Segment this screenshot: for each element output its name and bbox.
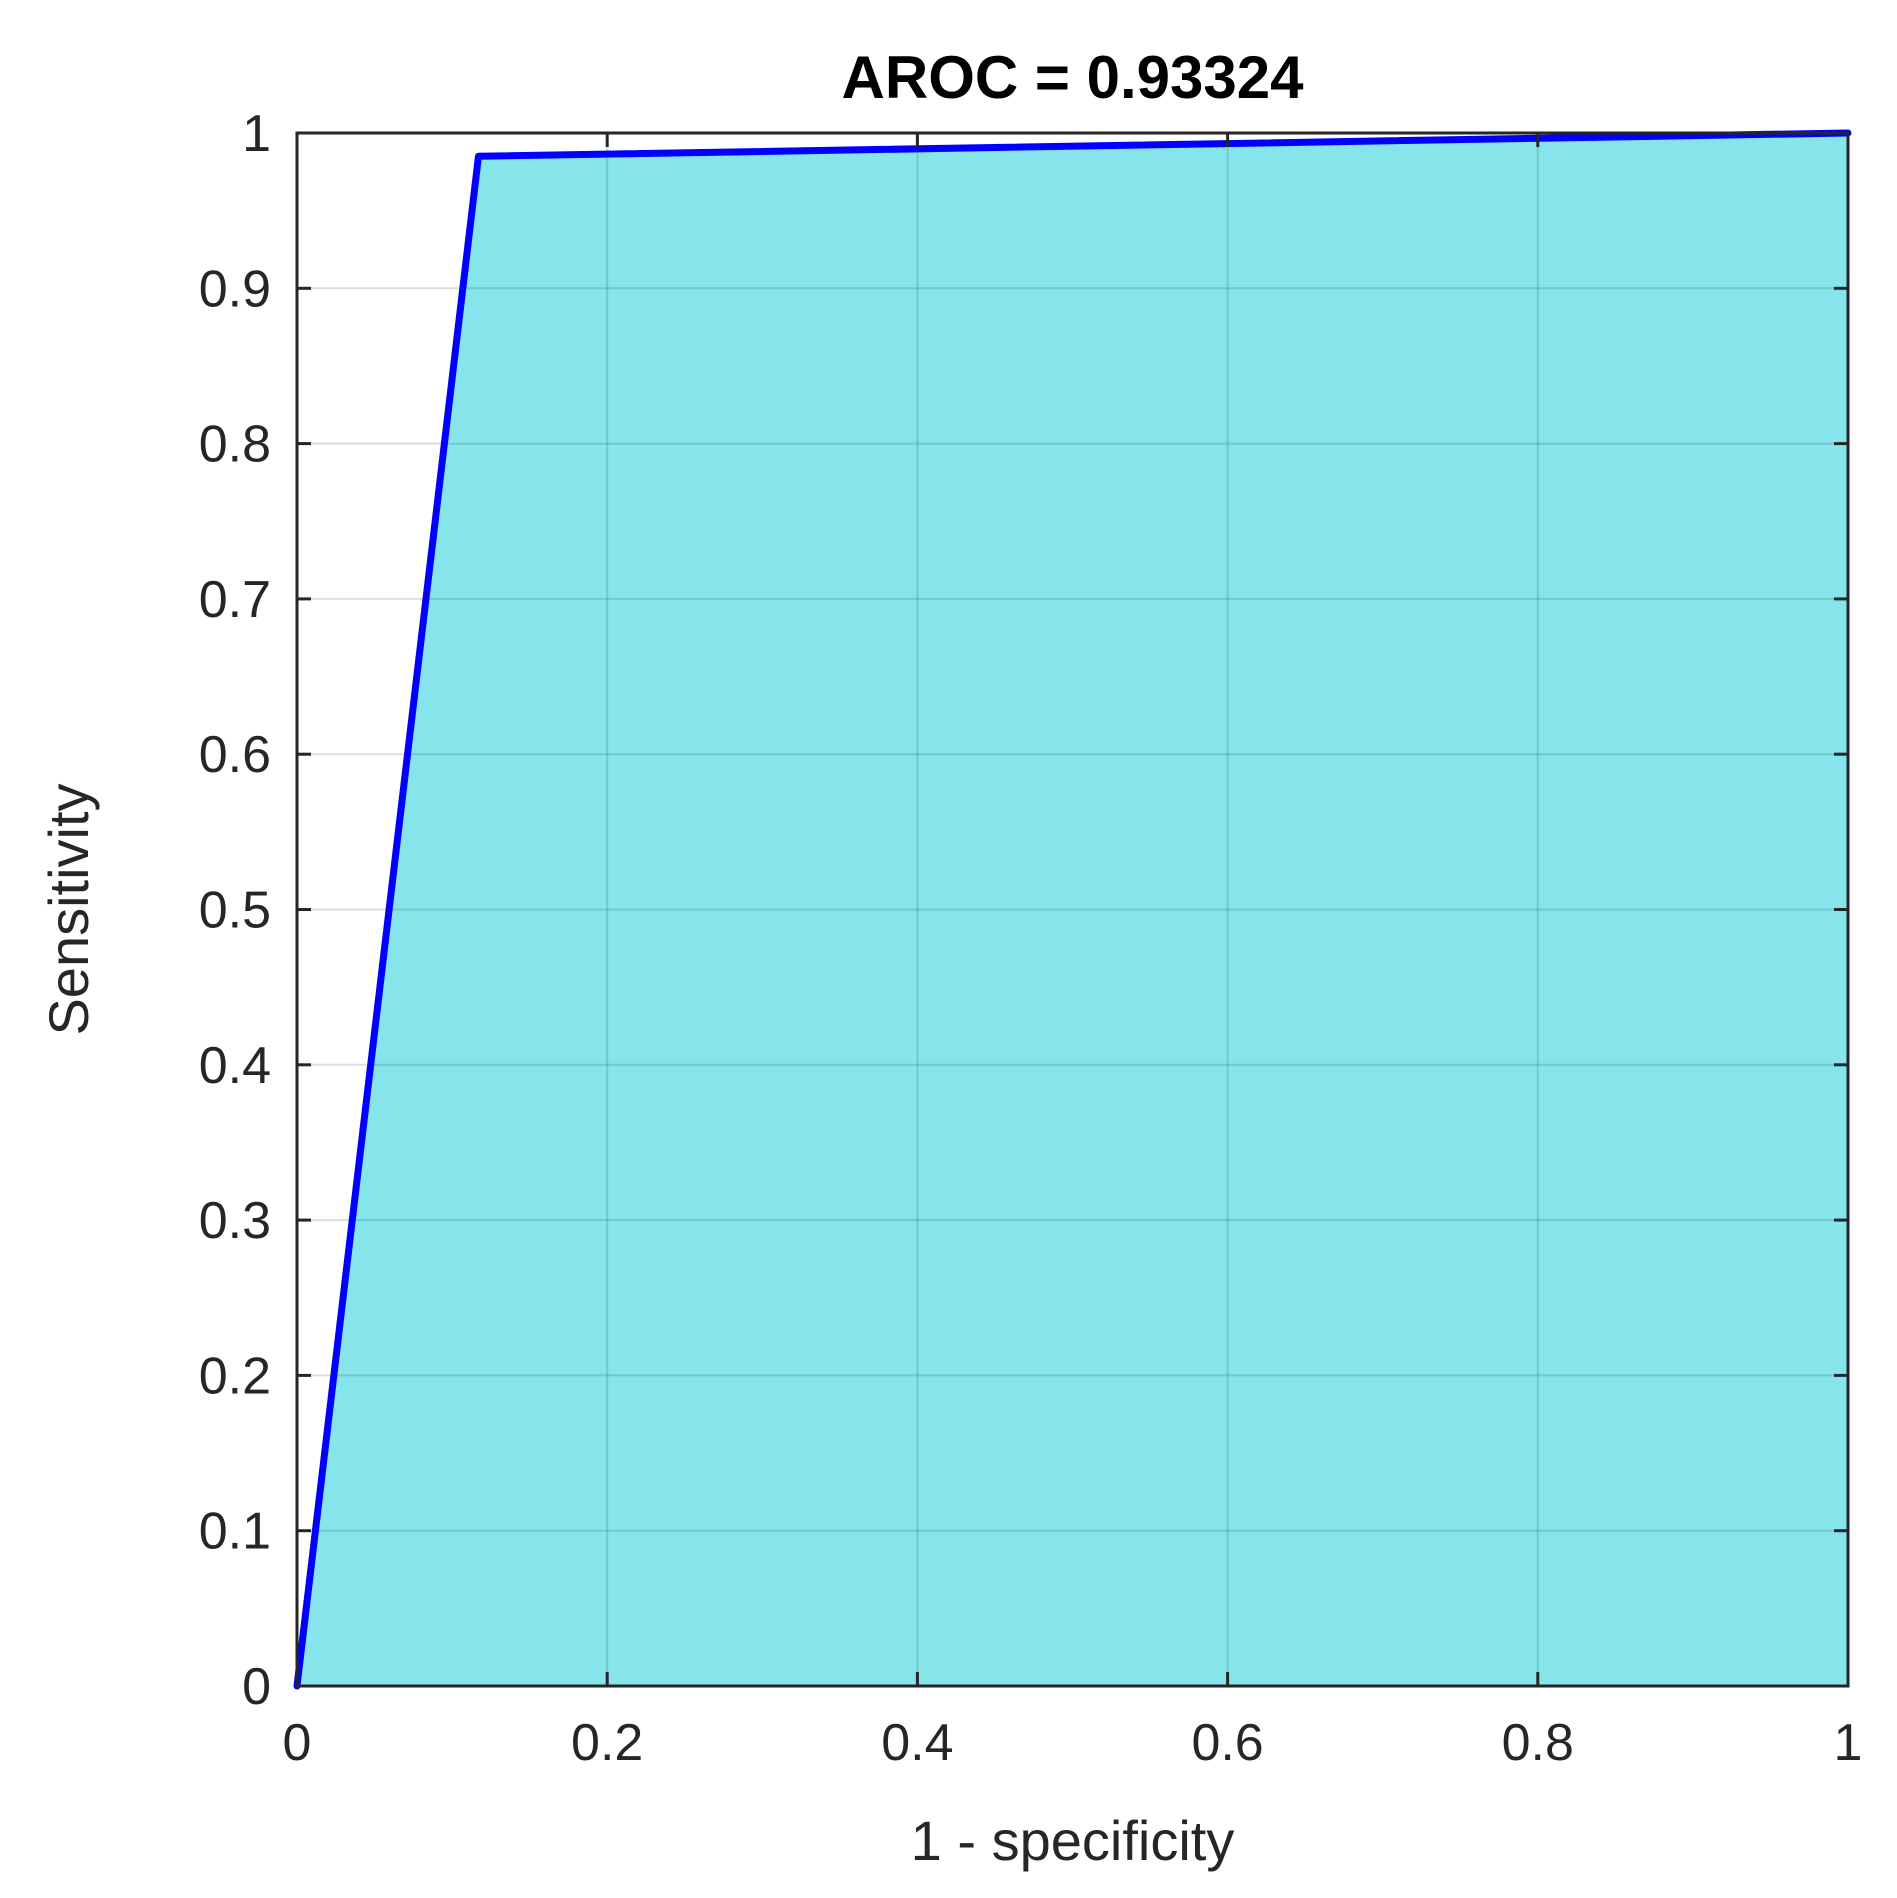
roc-area-fill [297, 133, 1848, 1686]
x-tick-label: 0.2 [571, 1714, 643, 1772]
x-tick-label: 0.8 [1502, 1714, 1574, 1772]
x-tick-label: 0 [283, 1714, 312, 1772]
roc-curve-line [293, 129, 1852, 1690]
x-tick-label: 1 [1834, 1714, 1863, 1772]
y-tick-label: 1 [242, 105, 271, 163]
y-tick-label: 0 [242, 1658, 271, 1716]
x-tick-label: 0.4 [881, 1714, 953, 1772]
chart-title: AROC = 0.93324 [842, 44, 1305, 111]
y-tick-label: 0.3 [199, 1192, 271, 1250]
y-tick-label: 0.4 [199, 1037, 271, 1095]
y-tick-label: 0.1 [199, 1503, 271, 1561]
x-tick-label: 0.6 [1191, 1714, 1263, 1772]
y-tick-label: 0.7 [199, 571, 271, 629]
y-tick-label: 0.8 [199, 416, 271, 474]
y-axis-label: Sensitivity [37, 783, 100, 1035]
plot-area: 0 0.2 0.4 0.6 0.8 1 0 0.1 0.2 0.3 0.4 0.5 0.6 0.7 0.8 0… [199, 105, 1863, 1772]
y-tick-label: 0.6 [199, 726, 271, 784]
y-tick-label: 0.9 [199, 260, 271, 318]
y-tick-label: 0.5 [199, 882, 271, 940]
y-tick-label: 0.2 [199, 1347, 271, 1405]
x-axis-label: 1 - specificity [911, 1809, 1235, 1872]
